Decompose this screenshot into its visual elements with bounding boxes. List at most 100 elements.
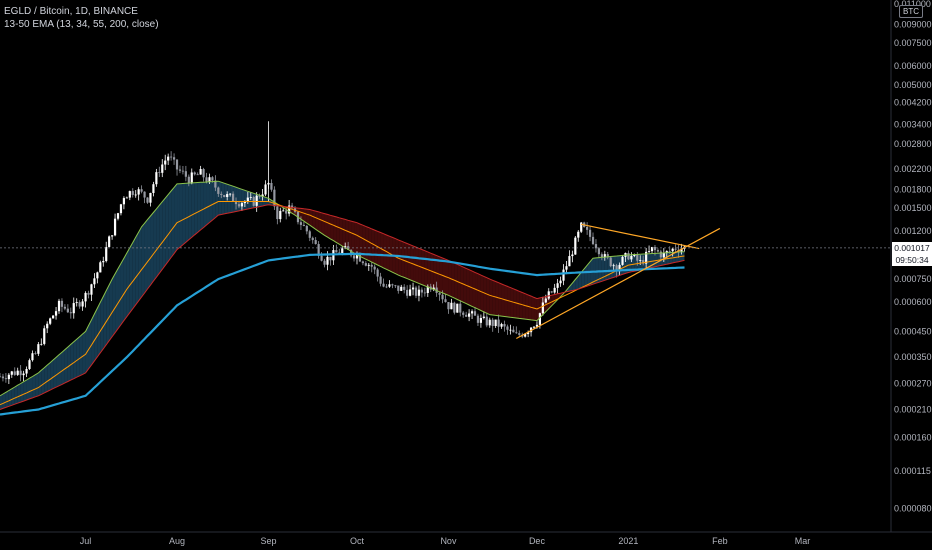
ribbon-segment xyxy=(407,243,411,280)
price-tick-label: 0.002200 xyxy=(894,164,932,174)
candle-body xyxy=(571,254,574,257)
candle-body xyxy=(102,261,105,263)
ribbon-segment xyxy=(156,205,160,278)
ribbon-segment xyxy=(383,233,387,270)
ribbon-segment xyxy=(32,374,36,398)
ribbon-segment xyxy=(244,190,248,210)
ribbon-segment xyxy=(575,275,579,290)
candle-body xyxy=(553,287,556,293)
candle-body xyxy=(181,170,185,172)
candle-body xyxy=(52,315,55,319)
candle-body xyxy=(645,251,648,264)
ribbon-segment xyxy=(120,258,124,325)
candle-body xyxy=(279,210,282,220)
candle-body xyxy=(382,283,385,287)
candle-body xyxy=(240,203,244,207)
ribbon-segment xyxy=(0,394,3,410)
candle-body xyxy=(146,197,149,203)
candle-body xyxy=(509,329,512,331)
candle-body xyxy=(329,256,332,261)
candle-body xyxy=(320,255,323,261)
ribbon-segment xyxy=(486,277,490,315)
candle-body xyxy=(223,195,226,198)
ribbon-segment xyxy=(141,223,145,297)
candle-body xyxy=(456,303,459,313)
time-tick-label: Mar xyxy=(795,536,811,546)
candle-body xyxy=(175,159,179,170)
ribbon-segment xyxy=(241,189,245,211)
time-tick-label: Dec xyxy=(529,536,546,546)
candle-body xyxy=(653,247,657,251)
candle-body xyxy=(299,222,303,225)
candle-body xyxy=(600,254,603,258)
candle-body xyxy=(285,210,288,214)
candle-body xyxy=(358,254,362,262)
candle-body xyxy=(615,265,618,272)
candle-body xyxy=(164,160,167,165)
ribbon-segment xyxy=(171,187,175,258)
candle-body xyxy=(184,171,187,177)
study-legend[interactable]: 13-50 EMA (13, 34, 55, 200, close) xyxy=(4,19,159,30)
candle-body xyxy=(99,262,102,273)
ribbon-segment xyxy=(342,218,346,248)
ribbon-segment xyxy=(191,182,195,238)
candle-body xyxy=(90,284,93,295)
candle-body xyxy=(226,194,229,198)
currency-badge[interactable]: BTC xyxy=(899,5,923,18)
price-tick-label: 0.006000 xyxy=(894,61,932,71)
ribbon-segment xyxy=(519,291,523,319)
time-tick-label: Aug xyxy=(169,536,185,546)
candle-body xyxy=(178,169,182,171)
candle-body xyxy=(258,195,261,197)
ribbon-segment xyxy=(374,230,378,265)
candle-body xyxy=(379,276,382,284)
candle-body xyxy=(199,169,202,175)
candle-body xyxy=(588,229,592,237)
candle-body xyxy=(220,193,223,196)
candle-body xyxy=(196,174,199,176)
ribbon-segment xyxy=(339,217,343,246)
ribbon-segment xyxy=(522,292,526,320)
candle-body xyxy=(518,333,521,335)
candle-body xyxy=(500,324,503,327)
candle-body xyxy=(473,311,477,316)
price-tick-label: 0.000350 xyxy=(894,352,932,362)
price-tick-label: 0.000450 xyxy=(894,326,932,336)
price-tick-label: 0.000080 xyxy=(894,503,932,513)
candle-body xyxy=(411,287,415,290)
candle-body xyxy=(75,302,78,304)
candle-body xyxy=(432,287,435,290)
ribbon-segment xyxy=(227,184,231,214)
candle-body xyxy=(532,326,536,328)
candle-body xyxy=(479,317,483,323)
candle-body xyxy=(167,156,170,161)
ribbon-segment xyxy=(604,256,608,281)
ribbon-segment xyxy=(61,349,65,385)
ema-lines xyxy=(0,180,685,416)
ribbon-segment xyxy=(103,290,107,349)
price-tick-label: 0.005000 xyxy=(894,80,932,90)
candle-body xyxy=(273,189,276,207)
candle-body xyxy=(81,301,84,307)
ribbon-segment xyxy=(504,285,508,317)
time-tick-label: Oct xyxy=(350,536,365,546)
candle-body xyxy=(234,201,238,205)
time-axis[interactable]: Jul Aug Sep Oct Nov Dec 2021 Feb Mar xyxy=(80,536,810,546)
ribbon-segment xyxy=(177,183,180,250)
candle-body xyxy=(261,194,264,197)
time-tick-label: Nov xyxy=(440,536,457,546)
candle-body xyxy=(547,291,550,299)
ribbon-segment xyxy=(466,268,470,305)
candle-body xyxy=(586,227,589,230)
ribbon-segment xyxy=(324,213,328,238)
candle-body xyxy=(524,334,527,337)
candle-body xyxy=(10,371,13,375)
candle-body xyxy=(591,236,595,245)
ribbon-segment xyxy=(5,390,9,408)
candle-body xyxy=(414,287,418,296)
ribbon-segment xyxy=(472,271,476,308)
candle-body xyxy=(25,368,28,374)
ribbon-segment xyxy=(97,302,101,357)
trendline-drawings[interactable] xyxy=(516,223,721,339)
